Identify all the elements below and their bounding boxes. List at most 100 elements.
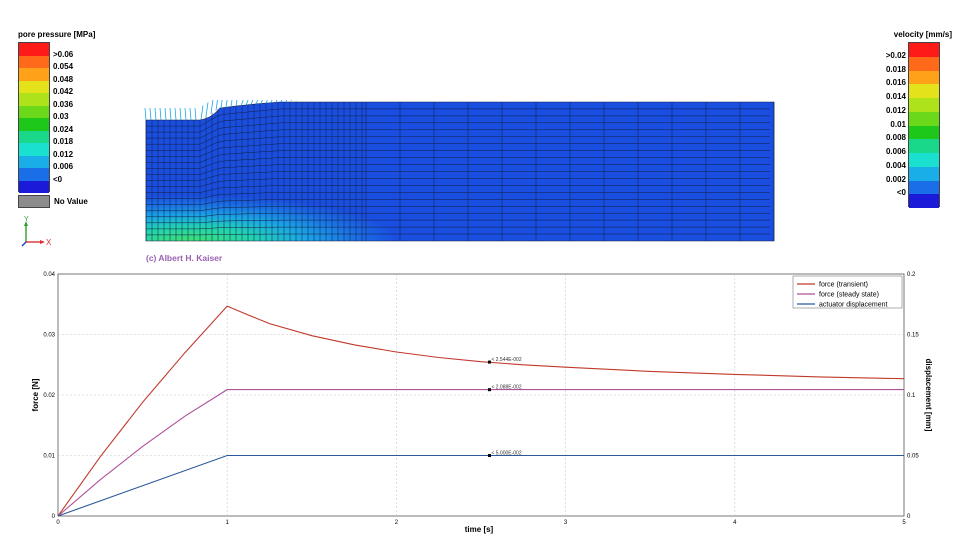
- no-value-swatch: [18, 195, 50, 208]
- legend-entry: force (steady state): [819, 292, 879, 299]
- pore-pressure-label: 0.018: [53, 137, 74, 146]
- velocity-vector-arrow: [200, 105, 204, 120]
- velocity-vector-arrow: [285, 100, 287, 102]
- mesh-row-line: [146, 150, 770, 163]
- mesh-row-line: [146, 164, 770, 175]
- velocity-vector-arrow: [189, 107, 192, 121]
- velocity-vector-arrow: [179, 107, 182, 121]
- fe-mesh-contour: [144, 100, 775, 242]
- x-axis-label: time [s]: [465, 525, 494, 534]
- velocity-vector-arrow: [154, 107, 157, 121]
- pore-pressure-color-segment: [19, 105, 49, 118]
- velocity-label: 0.002: [885, 174, 906, 184]
- y-right-tick-label: 0.1: [907, 393, 916, 399]
- pore-pressure-color-segment: [19, 93, 49, 106]
- velocity-vector-arrow: [255, 100, 259, 105]
- mesh-row-line: [146, 192, 770, 199]
- pore-pressure-color-segment: [19, 180, 49, 193]
- annotation-label: < 2.544E-002: [491, 357, 521, 363]
- velocity-label: 0.016: [885, 78, 906, 88]
- velocity-vector-arrow: [240, 100, 244, 107]
- velocity-color-segment: [909, 125, 939, 140]
- velocity-color-bar: [908, 42, 940, 208]
- mesh-row-line: [146, 233, 770, 236]
- velocity-color-segment: [909, 153, 939, 167]
- y-right-tick-label: 0.15: [907, 333, 919, 339]
- velocity-vector-arrow: [245, 100, 249, 106]
- velocity-vector-arrow: [210, 100, 214, 114]
- mesh-row-line: [146, 122, 770, 139]
- velocity-label: 0.006: [885, 147, 906, 156]
- pore-pressure-label: 0.03: [53, 112, 69, 121]
- velocity-color-segment: [909, 166, 939, 181]
- mesh-row-line: [146, 226, 770, 230]
- mesh-row-line: [146, 206, 770, 212]
- x-tick-label: 2: [395, 520, 399, 526]
- velocity-vectors: [144, 100, 297, 121]
- pore-pressure-label: 0.054: [53, 62, 74, 71]
- pore-pressure-color-bar: [18, 42, 50, 193]
- mesh-row-line: [146, 143, 770, 157]
- annotation-marker: [487, 360, 491, 364]
- chart-series-lines: [57, 305, 905, 517]
- mesh-grid-lines: [145, 102, 775, 241]
- chart-annotations: < 2.544E-002 < 2.088E-002 < 5.000E-002: [487, 357, 522, 457]
- mesh-row-line: [146, 178, 770, 187]
- velocity-vector-arrow: [184, 107, 187, 121]
- velocity-vector-arrow: [235, 100, 238, 107]
- velocity-vector-arrow: [280, 100, 283, 103]
- velocity-color-segment: [909, 84, 939, 98]
- legend-box: [792, 275, 903, 309]
- pore-pressure-color-segment: [19, 55, 49, 68]
- y-axis-left-label: force [N]: [31, 378, 40, 411]
- velocity-label: 0.014: [885, 92, 906, 101]
- velocity-vector-arrow: [215, 100, 218, 111]
- y-left-tick-label: 0.02: [43, 393, 55, 399]
- pore-pressure-label: 0.024: [53, 124, 74, 134]
- y-right-tick-label: 0.2: [907, 272, 916, 278]
- series-line: [57, 389, 904, 517]
- velocity-color-segment: [909, 111, 939, 126]
- annotation-marker: [487, 454, 491, 457]
- x-tick-label: 0: [56, 520, 60, 526]
- legend-entry: force (transient): [819, 282, 868, 289]
- x-tick-label: 5: [902, 520, 906, 526]
- pore-pressure-color-segment: [19, 68, 49, 81]
- x-tick-label: 4: [733, 520, 737, 526]
- velocity-vector-arrow: [290, 100, 292, 102]
- pore-pressure-label: 0.012: [53, 149, 74, 159]
- pore-pressure-label: >0.06: [53, 49, 74, 59]
- pore-pressure-label: 0.048: [53, 74, 74, 84]
- velocity-vector-arrow: [230, 100, 233, 107]
- velocity-vector-arrow: [275, 100, 278, 103]
- y-right-tick-label: 0: [907, 514, 911, 520]
- annotation-label: < 2.088E-002: [491, 385, 521, 391]
- velocity-color-segment: [909, 70, 939, 85]
- y-right-tick-label: 0.05: [907, 454, 919, 460]
- pore-pressure-color-segment: [19, 168, 49, 181]
- mesh-row-line: [146, 115, 770, 133]
- triad-y-label: Y: [24, 216, 29, 223]
- x-tick-label: 3: [564, 520, 568, 526]
- mesh-row-line: [146, 199, 770, 205]
- pore-pressure-label: <0: [53, 174, 63, 184]
- pore-pressure-color-segment: [19, 43, 49, 56]
- mesh-row-line: [146, 108, 770, 127]
- velocity-color-segment: [909, 194, 939, 208]
- pore-pressure-color-segment: [19, 80, 49, 93]
- velocity-vector-arrow: [159, 107, 162, 121]
- velocity-vector-arrow: [149, 107, 152, 121]
- pore-pressure-color-segment: [19, 118, 49, 131]
- velocity-legend-title: velocity [mm/s]: [893, 30, 952, 39]
- velocity-vector-arrow: [164, 107, 167, 121]
- legend-entry: actuator displacement: [819, 302, 888, 309]
- velocity-color-segment: [909, 98, 939, 112]
- velocity-vector-arrow: [174, 107, 177, 121]
- series-line: [57, 454, 904, 517]
- x-tick-label: 1: [226, 520, 230, 526]
- pore-pressure-color-segment: [19, 143, 49, 156]
- pore-pressure-label: 0.042: [53, 87, 74, 96]
- mesh-row-line: [146, 157, 770, 169]
